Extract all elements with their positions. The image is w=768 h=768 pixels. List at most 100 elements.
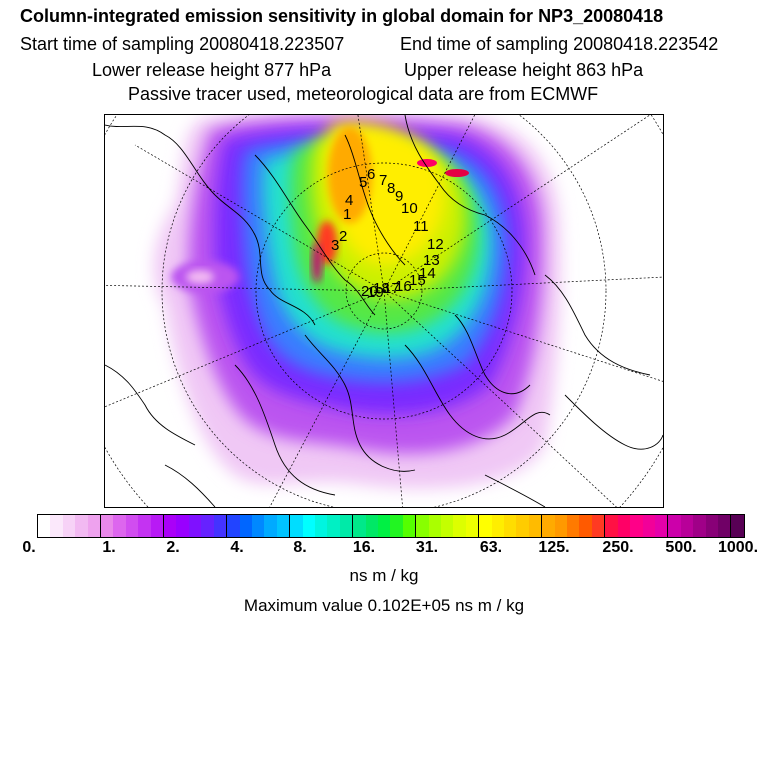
colorbar-segment: [680, 515, 694, 537]
colorbar-tick-label: 1.: [102, 539, 116, 556]
colorbar-segment: [730, 515, 744, 537]
meridian-line: [105, 290, 385, 408]
colorbar-segment: [617, 515, 631, 537]
colorbar-segment: [87, 515, 101, 537]
trajectory-label: 17: [383, 280, 400, 297]
colorbar-segment: [264, 515, 277, 537]
colorbar-tick-label: 125.: [538, 539, 570, 556]
meridian-line: [383, 290, 617, 507]
colorbar-segment: [163, 515, 177, 537]
trajectory-label: 7: [379, 172, 387, 189]
colorbar-segment: [239, 515, 252, 537]
colorbar-segment: [75, 515, 88, 537]
coastline: [105, 124, 316, 326]
coastline: [564, 394, 663, 450]
colorbar-segment: [125, 515, 139, 537]
colorbar-tick-label: 1000.: [717, 539, 759, 556]
sampling-end: End time of sampling 20080418.223542: [400, 34, 719, 54]
maximum-value: Maximum value 0.102E+05 ns m / kg: [243, 596, 525, 615]
colorbar-segment: [302, 515, 315, 537]
colorbar-tick-label: 2.: [166, 539, 180, 556]
colorbar-segment: [226, 515, 240, 537]
trajectory-label: 16: [395, 278, 412, 295]
colorbar-segment: [38, 515, 51, 537]
colorbar-segment: [654, 515, 668, 537]
coastline: [254, 154, 376, 316]
trajectory-label: 9: [395, 188, 403, 205]
meridian-line: [383, 115, 476, 292]
meridian-line: [383, 290, 663, 382]
colorbar-segment: [630, 515, 643, 537]
trajectory-label: 15: [409, 272, 426, 289]
colorbar-segment: [516, 515, 529, 537]
coastline: [544, 274, 651, 376]
colorbar-segment: [554, 515, 568, 537]
trajectory-label: 13: [423, 252, 440, 269]
coastline: [404, 115, 536, 276]
colorbar-segment: [415, 515, 429, 537]
colorbar-segment: [138, 515, 151, 537]
colorbar-segment: [113, 515, 126, 537]
colorbar-segment: [188, 515, 202, 537]
trajectory-label: 10: [401, 200, 418, 217]
colorbar-tick-label: 4.: [230, 539, 244, 556]
colorbar-segment: [491, 515, 505, 537]
trajectory-label: 3: [331, 237, 339, 254]
trajectory-label: 12: [427, 236, 444, 253]
coastline: [105, 364, 196, 446]
trajectory-label: 11: [413, 218, 429, 235]
field-plume-west-core: [186, 270, 214, 284]
field-hotspot-magenta: [312, 243, 322, 283]
colorbar-segment: [377, 515, 391, 537]
latitude-circle-70: [255, 162, 513, 420]
meridian-line: [357, 115, 385, 292]
coastlines: [105, 115, 663, 507]
colorbar-segment: [567, 515, 580, 537]
polar-grid: [105, 115, 663, 507]
field-hotspot-red: [317, 221, 337, 265]
colorbar-segment: [441, 515, 454, 537]
colorbar-units: ns m / kg: [349, 566, 419, 585]
meridian-line: [383, 115, 651, 292]
colorbar-segment: [390, 515, 403, 537]
colorbar-segment: [541, 515, 555, 537]
colorbar-segment: [251, 515, 265, 537]
colorbar-tick-label: 0.: [22, 539, 36, 556]
field-alaska-red-2: [445, 169, 469, 177]
colorbar-segment: [314, 515, 328, 537]
meridian-line: [105, 285, 385, 292]
colorbar-segment: [352, 515, 366, 537]
sampling-start: Start time of sampling 20080418.223507: [20, 34, 345, 54]
colorbar-segment: [176, 515, 189, 537]
colorbar-segment: [213, 515, 227, 537]
meridian-line: [134, 144, 385, 292]
colorbar-segment: [579, 515, 592, 537]
sensitivity-map: 1 2 3 4 5 6 7 8 9 10 11 12 13 14 15 16 17 18 19 20: [104, 114, 664, 508]
colorbar-tick-label: 16.: [352, 539, 376, 556]
trajectory-label: 5: [359, 174, 367, 191]
colorbar-segment: [276, 515, 290, 537]
colorbar-tick-label: 31.: [415, 539, 439, 556]
colorbar-segment: [365, 515, 378, 537]
trajectory-label: 2: [339, 228, 347, 245]
colorbar-segment: [705, 515, 718, 537]
tracer-note: Passive tracer used, meteorological data…: [128, 84, 599, 104]
coastline: [484, 474, 546, 507]
colorbar-segment: [667, 515, 681, 537]
colorbar-tick-label: 500.: [665, 539, 697, 556]
colorbar-segment: [528, 515, 542, 537]
colorbar-segment: [50, 515, 63, 537]
trajectory-label: 19: [367, 284, 384, 301]
colorbar-segment: [642, 515, 655, 537]
coastline: [404, 344, 551, 440]
colorbar-segment: [428, 515, 441, 537]
trajectory-label: 6: [367, 166, 375, 183]
trajectory-label: 14: [419, 265, 436, 282]
release-lower: Lower release height 877 hPa: [92, 60, 332, 80]
colorbar-segment: [100, 515, 114, 537]
colorbar-segment: [717, 515, 731, 537]
colorbar-segment: [693, 515, 706, 537]
colorbar-segment: [150, 515, 164, 537]
